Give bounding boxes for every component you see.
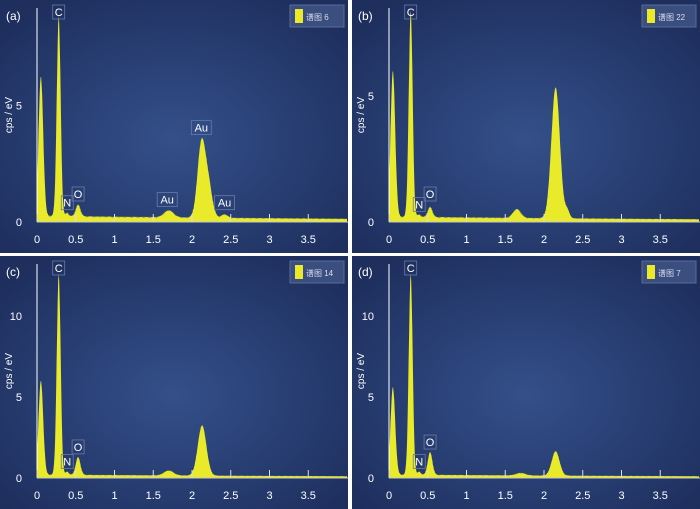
x-tick-label: 2.5 [223,490,238,502]
x-tick-label: 0.5 [68,490,83,502]
x-tick-label: 2.5 [223,234,238,246]
peak-annotation-label: Au [160,195,173,207]
peak-annotation-box [404,4,418,20]
peak-annotation-box [156,192,178,207]
spectrum-panel-a: 00.511.522.533.505keVcps / eV(a)谱图 6CNOA… [0,0,348,253]
legend-swatch [647,9,655,23]
peak-annotation-box [214,195,235,211]
legend-swatch [295,9,303,23]
x-tick-label: 0.5 [420,490,435,502]
y-tick-label: 10 [10,311,22,323]
y-tick-label: 0 [16,473,22,485]
y-tick-label: 0 [16,217,22,229]
y-tick-label: 5 [16,101,22,113]
x-tick-label: 1 [111,490,117,502]
x-tick-label: 1.5 [498,490,513,502]
legend-box [289,260,345,284]
x-tick-label: 1 [463,490,469,502]
peak-annotation-box [71,186,85,202]
plot-background [0,256,348,509]
x-tick-label: 3 [266,234,272,246]
y-axis-label: cps / eV [4,353,15,389]
x-tick-label: 1 [463,234,469,246]
y-tick-label: 5 [368,392,374,404]
peak-annotation-box [412,454,426,469]
peak-annotation-box [423,434,437,450]
peak-annotation-label: O [74,189,83,201]
y-axis-label: cps / eV [4,97,15,133]
peak-annotation-label: C [407,7,415,19]
peak-annotation-label: N [415,457,423,469]
peak-annotation-box [412,197,426,212]
y-axis-label: cps / eV [356,353,367,389]
y-tick-label: 0 [368,217,374,229]
y-axis-label: cps / eV [356,97,367,133]
peak-annotation-box [52,260,66,276]
spectrum-panel-d: 00.511.522.533.50510keVcps / eV(d)谱图 7CN… [352,256,700,509]
panel-label: (c) [6,265,20,279]
x-tick-label: 3.5 [653,234,668,246]
peak-annotation-label: Au [195,123,208,135]
plot-background [352,256,700,509]
panel-label: (a) [6,9,21,23]
peak-annotation-box [60,195,74,211]
peak-annotation-label: N [415,199,423,211]
x-tick-label: 3.5 [653,490,668,502]
x-tick-label: 1.5 [146,234,161,246]
x-tick-label: 3 [266,490,272,502]
x-tick-label: 1.5 [498,234,513,246]
x-tick-label: 1 [111,234,117,246]
x-tick-label: 2 [189,490,195,502]
peak-annotation-box [404,260,418,276]
spectrum-panel-c: 00.511.522.533.50510keVcps / eV(c)谱图 14C… [0,256,348,509]
x-tick-label: 3.5 [301,234,316,246]
legend-swatch [647,265,655,279]
y-tick-label: 5 [16,392,22,404]
legend-label: 谱图 22 [658,12,686,22]
peak-annotation-label: Au [218,198,231,210]
peak-annotation-label: O [426,189,435,201]
legend-label: 谱图 7 [658,268,681,278]
peak-annotation-box [60,454,74,469]
y-tick-label: 10 [362,311,374,323]
x-tick-label: 2.5 [575,490,590,502]
peak-annotation-label: O [74,442,83,454]
x-tick-label: 0 [34,490,40,502]
legend-box [641,4,697,28]
x-tick-label: 1.5 [146,490,161,502]
x-tick-label: 3 [618,234,624,246]
peak-annotation-box [190,120,212,136]
panel-label: (b) [358,9,373,23]
x-tick-label: 0.5 [68,234,83,246]
legend-box [641,260,697,284]
x-tick-label: 0 [386,234,392,246]
peak-annotation-box [423,186,437,202]
plot-background [352,0,700,253]
x-tick-label: 3 [618,490,624,502]
y-tick-label: 5 [368,91,374,103]
x-tick-label: 2 [541,234,547,246]
peak-annotation-box [71,439,85,455]
y-tick-label: 0 [368,473,374,485]
peak-annotation-label: N [63,457,71,469]
legend-label: 谱图 14 [306,268,334,278]
peak-annotation-label: O [426,437,435,449]
x-tick-label: 3.5 [301,490,316,502]
legend-box [289,4,345,28]
peak-annotation-label: N [63,198,71,210]
peak-annotation-label: C [55,7,63,19]
x-tick-label: 2 [541,490,547,502]
peak-annotation-label: C [55,263,63,275]
legend-swatch [295,265,303,279]
x-tick-label: 0 [386,490,392,502]
panel-label: (d) [358,265,373,279]
x-tick-label: 0 [34,234,40,246]
peak-annotation-label: C [407,263,415,275]
x-tick-label: 2.5 [575,234,590,246]
x-tick-label: 2 [189,234,195,246]
x-tick-label: 0.5 [420,234,435,246]
legend-label: 谱图 6 [306,12,329,22]
peak-annotation-box [52,4,66,20]
